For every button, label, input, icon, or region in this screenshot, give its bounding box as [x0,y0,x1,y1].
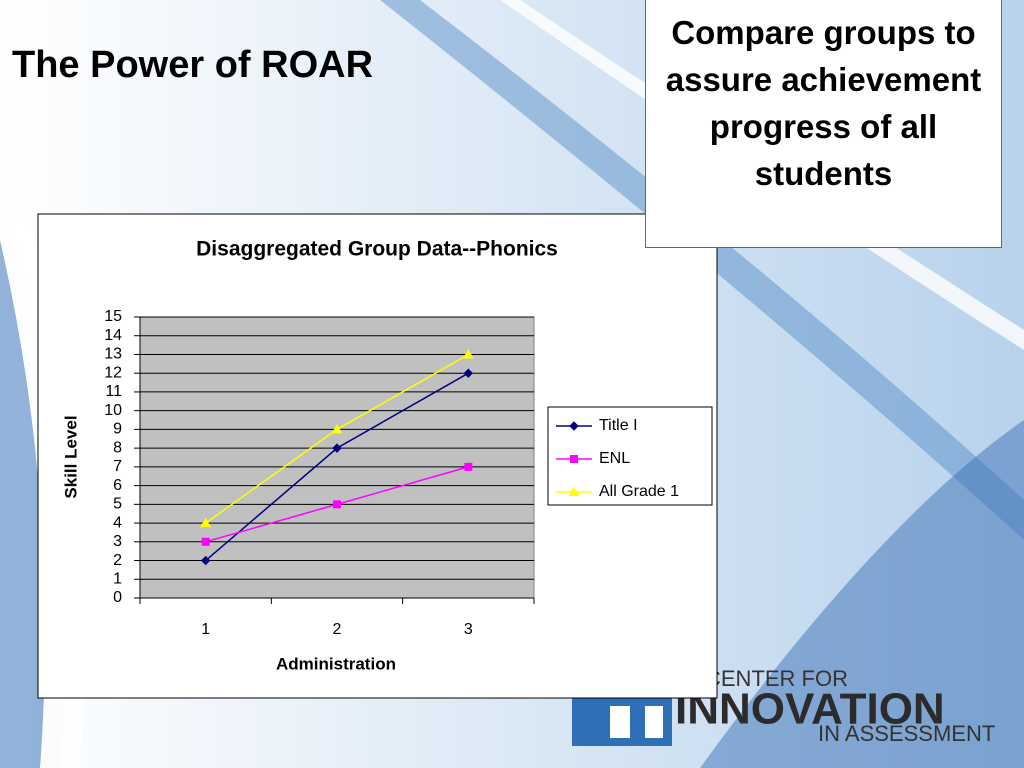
y-tick-label: 11 [105,383,122,400]
y-tick-label: 0 [113,589,122,606]
point [331,423,343,434]
point [568,486,580,496]
y-tick-label: 13 [104,346,122,363]
y-tick-label: 6 [113,477,122,494]
logo-main: INNOVATION [675,685,945,734]
y-tick-label: 14 [104,327,122,344]
slide-title: The Power of ROAR [12,44,374,86]
legend-label: Title I [599,417,638,434]
y-tick-label: 3 [113,533,122,550]
point [332,443,342,453]
point [464,462,473,471]
y-tick-label: 9 [113,421,122,438]
y-tick-label: 12 [104,364,122,381]
y-axis-label: Skill Level [61,415,80,498]
point [462,348,474,359]
x-axis-label: Administration [276,654,396,673]
legend-label: ENL [599,450,630,467]
legend-label: All Grade 1 [599,483,679,500]
y-tick-label: 10 [104,402,122,419]
chart-title: Disaggregated Group Data--Phonics [196,238,558,261]
plot-area [139,316,535,599]
callout: Compare groups to assure achievement pro… [645,0,1002,248]
point [569,421,579,431]
point [463,368,474,378]
x-tick-label: 3 [464,621,473,638]
x-tick-label: 1 [201,621,210,638]
point [200,517,212,528]
logo-top: CENTER FOR [705,666,848,691]
y-tick-label: 7 [113,458,122,475]
point [570,455,578,463]
point [201,537,210,546]
y-tick-label: 8 [113,439,122,456]
x-tick-label: 2 [333,621,342,638]
point [333,500,341,509]
logo-bottom: IN ASSESSMENT [818,721,995,746]
y-tick-label: 5 [113,496,122,513]
y-tick-label: 4 [113,514,122,531]
y-tick-label: 15 [104,308,122,325]
y-tick-label: 2 [113,552,122,569]
y-tick-label: 1 [113,570,122,587]
point [200,555,211,566]
